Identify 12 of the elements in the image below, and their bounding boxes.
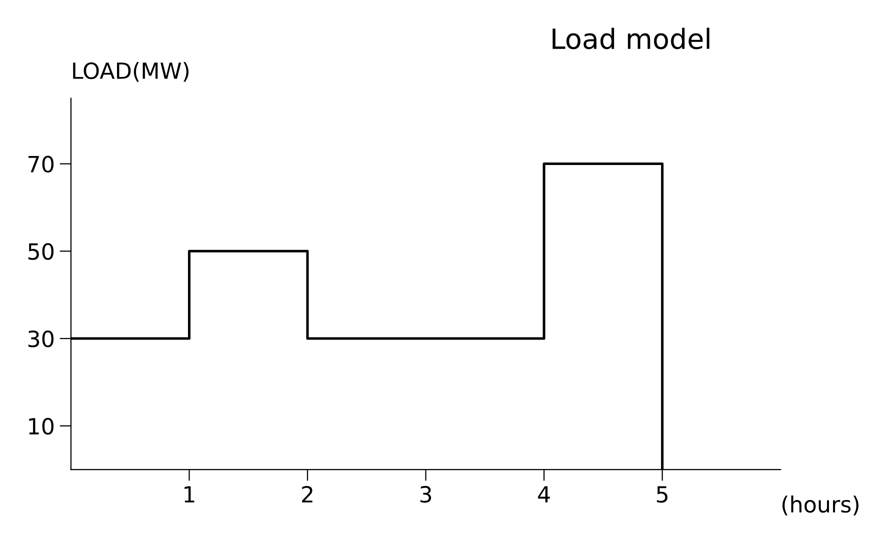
y-axis-title: LOAD(MW) [73, 62, 189, 82]
x-tick-label: 3 [420, 486, 432, 503]
x-tick-label: 5 [656, 486, 668, 503]
x-axis-title: (hours) [782, 496, 858, 516]
x-tick-label: 4 [538, 486, 550, 502]
y-tick-label: 50 [28, 243, 54, 260]
chart-title: Load model [552, 28, 710, 50]
x-tick-label: 1 [184, 486, 194, 502]
y-tick-label: 70 [28, 156, 54, 173]
y-tick-label: 30 [28, 330, 54, 348]
y-tick-label: 10 [29, 418, 54, 435]
x-tick-label: 2 [302, 486, 312, 502]
